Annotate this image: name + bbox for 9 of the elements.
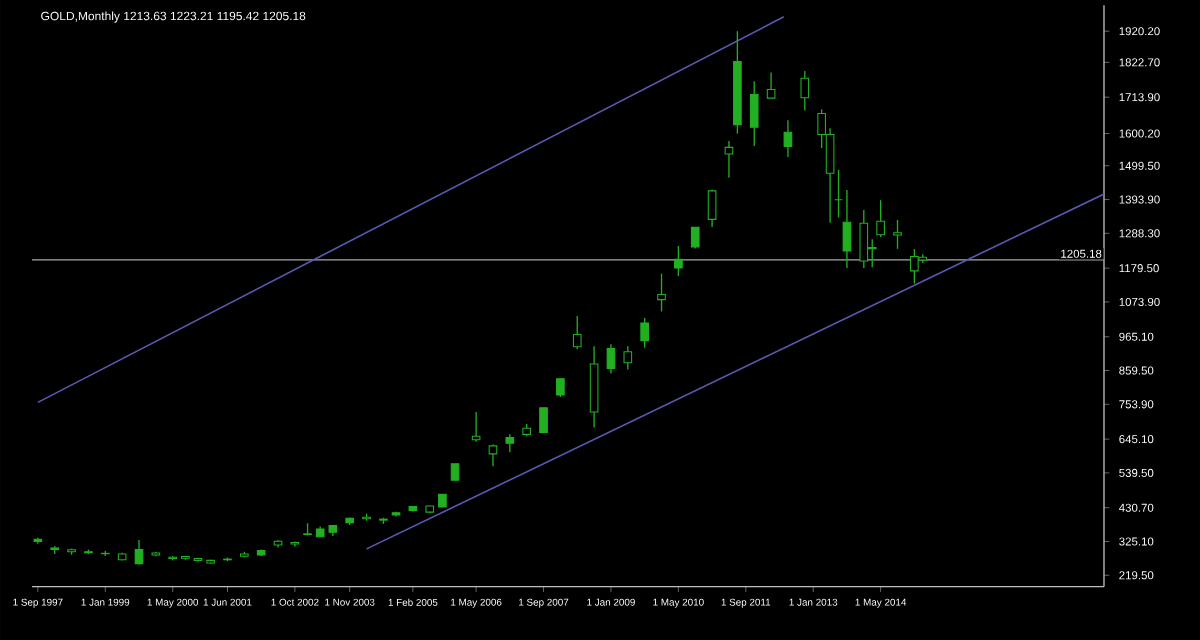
candlestick xyxy=(724,140,734,179)
candlestick xyxy=(134,539,144,565)
candlestick xyxy=(842,189,852,269)
candlestick xyxy=(783,119,793,158)
candlestick xyxy=(273,540,283,549)
candlestick xyxy=(471,411,481,443)
candlestick xyxy=(589,345,599,429)
candlestick xyxy=(33,537,43,545)
candlestick xyxy=(606,343,616,375)
